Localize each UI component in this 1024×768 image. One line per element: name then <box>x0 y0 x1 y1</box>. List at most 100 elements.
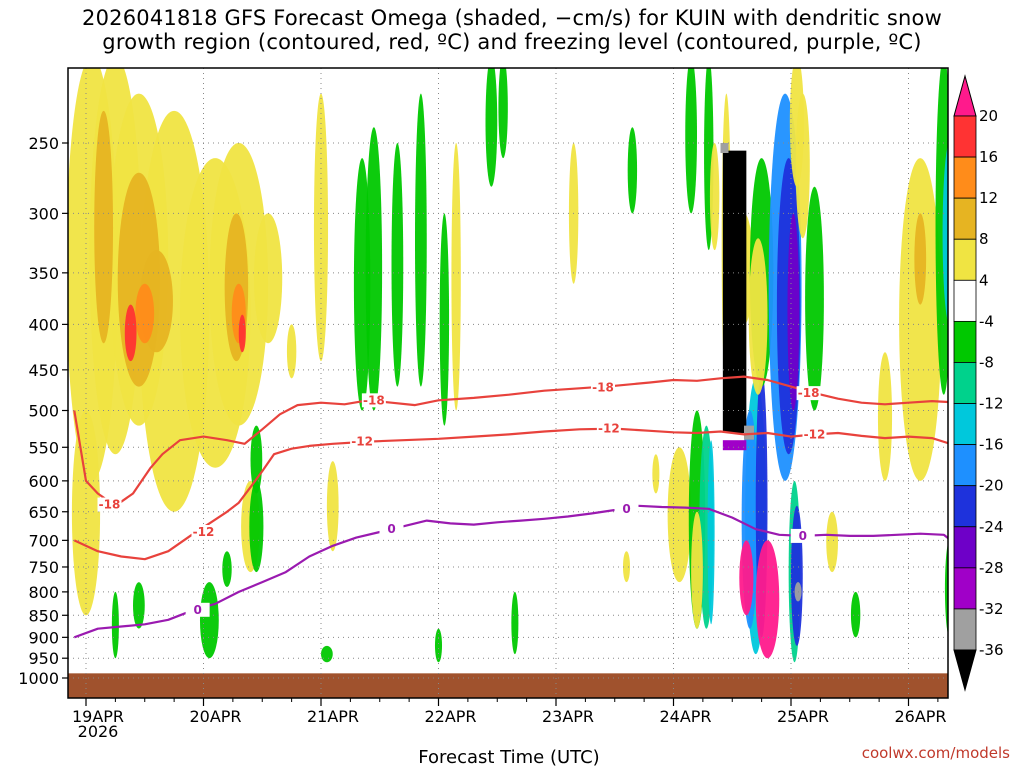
omega-shading <box>68 68 948 663</box>
colorbar-swatch-5 <box>953 320 977 363</box>
omega-cell-24 <box>415 93 427 387</box>
omega-cell-45 <box>707 440 715 625</box>
contour-label-bg-11 <box>790 528 815 543</box>
omega-cell-29 <box>111 591 119 659</box>
y-tick-label-800: 800 <box>28 583 59 602</box>
contour-label-3: -18 <box>798 386 820 400</box>
contour-label-bg-9 <box>379 522 404 537</box>
y-tick-label-400: 400 <box>28 315 59 334</box>
contour-label-bg-6 <box>596 421 621 436</box>
terrain-fill <box>68 673 948 698</box>
x-tick-label-22APR: 22APR <box>424 707 476 726</box>
contour-label-7: -12 <box>804 427 826 441</box>
y-axis: 250 300 350 400 450 500 550 600 650 700 750 800 850 9… <box>18 134 68 688</box>
omega-cell-58 <box>748 238 768 395</box>
chart-title-line-2: growth region (contoured, red, ºC) and f… <box>102 30 922 54</box>
colorbar-swatch-7 <box>953 403 977 446</box>
colorbar-swatch-4 <box>953 279 977 322</box>
x-tick-label-25APR: 25APR <box>777 707 829 726</box>
colorbar-swatch-9 <box>953 485 977 528</box>
omega-cell-6 <box>254 213 283 344</box>
colorbar-label--28: -28 <box>979 559 1004 577</box>
omega-cell-71 <box>899 158 942 481</box>
y-tick-label-300: 300 <box>28 204 59 223</box>
contour-label-bg-0 <box>97 497 122 512</box>
omega-core-purple <box>722 440 747 451</box>
x-tick-label-23APR: 23APR <box>542 707 594 726</box>
omega-core-black <box>722 150 747 433</box>
x-tick-label-24APR: 24APR <box>659 707 711 726</box>
y-tick-label-1000: 1000 <box>18 669 59 688</box>
omega-cell-64 <box>791 505 803 646</box>
chart-title-line-1: 2026041818 GFS Forecast Omega (shaded, −… <box>82 6 942 30</box>
y-tick-label-700: 700 <box>28 531 59 550</box>
omega-cell-70 <box>877 352 893 481</box>
terrain-layer <box>68 673 948 698</box>
omega-core-gray-bottom <box>744 425 754 440</box>
omega-cell-26 <box>451 143 461 411</box>
colorbar-label-12: 12 <box>979 189 998 207</box>
omega-cell-55 <box>755 540 780 659</box>
x-tick-label-26APR: 26APR <box>894 707 946 726</box>
omega-cell-77 <box>944 543 948 635</box>
x-axis-title: Forecast Time (UTC) <box>418 747 599 768</box>
omega-cell-32 <box>222 551 232 588</box>
colorbar-cap-top <box>953 74 977 117</box>
y-tick-label-850: 850 <box>28 606 59 625</box>
contour-label-bg-4 <box>191 524 216 539</box>
contour-label-bg-10 <box>614 501 639 516</box>
contour-label-4: -12 <box>193 525 215 539</box>
omega-cell-23 <box>391 143 404 387</box>
contour-label-5: -12 <box>351 435 373 449</box>
contour-labels: -18 -18 -18 -18 -12 -12 -12 -12 0 0 0 0 <box>97 380 827 617</box>
omega-cell-61 <box>787 213 800 411</box>
colorbar-swatch-0 <box>953 115 977 158</box>
colorbar-label-16: 16 <box>979 148 998 166</box>
colorbar-label--12: -12 <box>979 395 1004 413</box>
omega-cell-41 <box>685 68 697 214</box>
colorbar-cap-bottom <box>953 649 977 692</box>
omega-cell-8 <box>94 110 114 344</box>
colorbar-label--32: -32 <box>979 600 1004 618</box>
x-year-label: 2026 <box>78 722 119 741</box>
colorbar-label-4: 4 <box>979 271 989 289</box>
omega-cell-19 <box>313 93 329 362</box>
omega-cell-67 <box>805 186 824 411</box>
contour-label-6: -12 <box>598 422 620 436</box>
omega-cell-48 <box>709 143 720 251</box>
contour-label-10: 0 <box>622 502 630 516</box>
omega-cell-31 <box>199 582 219 659</box>
omega-cell-25 <box>439 213 450 426</box>
omega-cell-20 <box>326 461 339 552</box>
y-tick-label-550: 550 <box>28 438 59 457</box>
contour-label-0: -18 <box>99 498 121 512</box>
colorbar-label-8: 8 <box>979 230 989 248</box>
omega-cell-66 <box>795 93 810 239</box>
contour-label-2: -18 <box>592 380 614 394</box>
source-credit: coolwx.com/models <box>861 744 1010 762</box>
omega-cell-34 <box>321 645 333 663</box>
contour-label-bg-3 <box>796 386 821 401</box>
contour-label-8: 0 <box>193 603 201 617</box>
omega-cell-28 <box>498 68 508 159</box>
colorbar-label--16: -16 <box>979 436 1004 454</box>
omega-cell-36 <box>511 591 519 655</box>
contour-label-bg-5 <box>350 434 375 449</box>
omega-cell-42 <box>667 447 692 583</box>
omega-cell-17 <box>249 480 264 573</box>
omega-cell-40 <box>652 454 660 494</box>
contour-label-bg-2 <box>591 380 615 395</box>
colorbar: 20 16 12 8 4 -4 -8 -12 -16 -20 -24 -28 -32 -36 <box>953 74 1004 692</box>
omega-cell-14 <box>124 304 137 362</box>
omega-cell-30 <box>133 582 145 629</box>
omega-cell-56 <box>739 540 754 616</box>
colorbar-swatch-6 <box>953 362 977 404</box>
contour-label-bg-8 <box>185 602 210 617</box>
omega-cell-12 <box>135 283 155 344</box>
omega-cell-73 <box>935 68 948 395</box>
omega-cell-27 <box>485 68 498 187</box>
colorbar-label--24: -24 <box>979 518 1004 536</box>
y-tick-label-600: 600 <box>28 472 59 491</box>
grid-lines <box>68 68 948 698</box>
